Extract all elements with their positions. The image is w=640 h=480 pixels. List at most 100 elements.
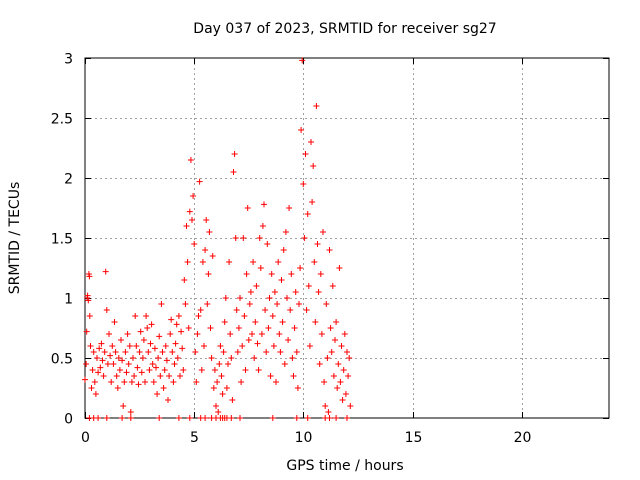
data-point	[203, 217, 210, 223]
data-point	[151, 345, 158, 352]
data-point	[198, 367, 205, 373]
x-tick-label: 0	[81, 430, 90, 446]
data-point	[265, 325, 272, 331]
data-point	[229, 397, 236, 403]
data-point	[160, 385, 167, 391]
data-point	[148, 321, 155, 328]
data-point	[215, 409, 222, 415]
data-point	[123, 369, 130, 376]
data-point	[318, 331, 325, 337]
x-tick-label: 20	[514, 430, 532, 446]
data-point	[311, 259, 318, 265]
data-point	[227, 331, 234, 337]
data-point	[275, 259, 282, 265]
data-point	[327, 325, 334, 331]
data-point	[156, 333, 163, 340]
data-point	[194, 331, 201, 337]
data-point	[180, 367, 187, 373]
data-point	[165, 397, 171, 403]
data-point	[142, 379, 148, 385]
data-point	[136, 349, 143, 355]
data-point	[193, 379, 200, 385]
y-tick-label: 2.5	[51, 112, 73, 128]
data-point	[189, 217, 195, 223]
data-point	[286, 205, 293, 211]
data-point	[281, 361, 288, 367]
data-point	[147, 340, 154, 347]
data-point	[175, 313, 182, 319]
data-point	[329, 283, 336, 289]
data-point	[87, 343, 94, 349]
data-point	[97, 364, 104, 371]
data-point	[228, 355, 235, 361]
data-point	[282, 229, 289, 235]
data-point	[332, 337, 338, 343]
data-point	[278, 277, 285, 283]
data-point	[344, 349, 350, 355]
data-point	[202, 415, 209, 421]
data-point	[292, 289, 299, 295]
data-point	[235, 325, 242, 331]
data-point	[220, 349, 227, 355]
data-point	[167, 331, 174, 337]
data-point	[158, 301, 165, 307]
data-point	[98, 340, 105, 347]
data-point	[293, 415, 300, 421]
data-point	[256, 235, 263, 241]
data-point	[204, 301, 211, 307]
data-point	[328, 349, 335, 355]
data-point	[161, 367, 168, 373]
data-point	[342, 391, 349, 397]
data-point	[95, 369, 102, 376]
grid-lines	[85, 58, 609, 418]
data-point	[237, 295, 243, 301]
data-point	[139, 355, 146, 361]
data-point	[192, 349, 199, 355]
data-point	[313, 103, 320, 109]
data-point	[345, 373, 352, 379]
data-point	[251, 355, 258, 361]
data-point	[155, 355, 162, 361]
data-point	[99, 357, 106, 364]
data-point	[143, 313, 150, 319]
data-point	[244, 205, 251, 211]
data-point	[109, 343, 116, 349]
data-point	[222, 295, 229, 301]
data-point	[119, 415, 126, 421]
data-point	[246, 301, 253, 307]
data-point	[310, 163, 317, 169]
data-point	[122, 349, 129, 355]
data-point	[298, 127, 305, 133]
data-point	[112, 349, 119, 355]
data-point	[269, 415, 276, 421]
data-point	[185, 325, 192, 331]
x-tick-label: 10	[295, 430, 313, 446]
data-point	[213, 403, 219, 409]
data-point	[250, 259, 257, 265]
y-tick-label: 0.5	[51, 352, 73, 368]
data-point	[195, 313, 202, 319]
data-point	[261, 201, 267, 208]
data-point	[175, 415, 182, 421]
axis-ticks: 0 5 10 15 20 0 0.5 1 1.5 2 2.5 3	[51, 52, 609, 446]
data-point	[162, 343, 169, 349]
data-point	[90, 349, 97, 355]
data-point	[149, 361, 156, 367]
data-point	[113, 373, 120, 379]
data-point	[317, 271, 324, 277]
data-point	[169, 349, 176, 355]
data-point	[226, 259, 233, 265]
data-point	[86, 313, 93, 319]
data-point	[314, 241, 321, 247]
data-point	[127, 409, 134, 415]
data-point	[104, 361, 111, 367]
data-point	[120, 403, 127, 409]
data-point	[304, 211, 311, 217]
data-point	[205, 271, 212, 277]
data-point	[119, 357, 126, 364]
data-point	[172, 340, 179, 347]
data-point	[191, 241, 198, 247]
data-point	[181, 277, 188, 283]
data-point	[184, 259, 191, 265]
data-point	[140, 337, 147, 343]
